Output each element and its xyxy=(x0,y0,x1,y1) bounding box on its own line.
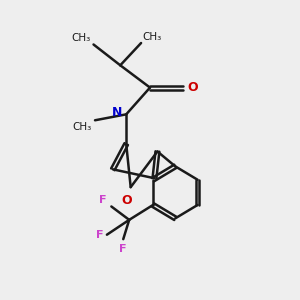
Text: N: N xyxy=(111,106,122,119)
Text: O: O xyxy=(187,81,198,94)
Text: CH₃: CH₃ xyxy=(71,33,91,43)
Text: CH₃: CH₃ xyxy=(73,122,92,132)
Text: F: F xyxy=(96,230,103,240)
Text: F: F xyxy=(119,244,127,254)
Text: O: O xyxy=(122,194,132,207)
Text: CH₃: CH₃ xyxy=(142,32,162,41)
Text: F: F xyxy=(99,195,107,205)
